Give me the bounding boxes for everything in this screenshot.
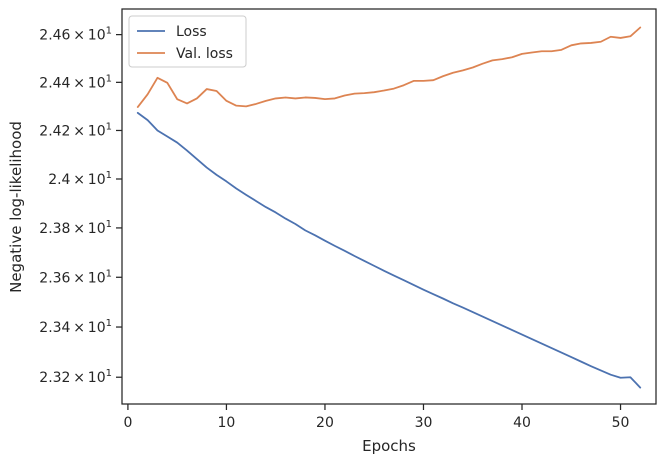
y-axis-label: Negative log-likelihood xyxy=(7,121,25,293)
y-tick-exponent: 1 xyxy=(106,219,112,230)
y-tick-exponent: 1 xyxy=(106,318,112,329)
y-tick-exponent: 1 xyxy=(106,73,112,84)
x-axis-label: Epochs xyxy=(362,437,416,455)
y-tick-label: 2.32 × 101 xyxy=(39,368,112,386)
y-tick-exponent: 1 xyxy=(106,170,112,181)
y-tick-times: × xyxy=(70,270,87,286)
x-tick-label: 0 xyxy=(123,415,132,431)
y-tick-base: 10 xyxy=(88,123,106,139)
legend-label-val-loss: Val. loss xyxy=(176,46,233,62)
y-tick-times: × xyxy=(70,221,87,237)
y-tick-times: × xyxy=(70,123,87,139)
y-tick-label: 2.36 × 101 xyxy=(39,268,112,286)
x-tick-label: 10 xyxy=(218,415,236,431)
x-tick-label: 30 xyxy=(415,415,433,431)
y-tick-exponent: 1 xyxy=(106,121,112,132)
y-tick-exponent: 1 xyxy=(106,26,112,37)
plot-background xyxy=(122,9,656,404)
x-tick-label: 50 xyxy=(612,415,630,431)
series-line-loss xyxy=(136,111,642,389)
legend-label-loss: Loss xyxy=(176,24,207,40)
y-tick-exponent: 1 xyxy=(106,368,112,379)
y-tick-mantissa: 2.46 xyxy=(39,28,70,44)
y-tick-label: 2.44 × 101 xyxy=(39,73,112,91)
y-tick-times: × xyxy=(70,172,87,188)
legend-box xyxy=(128,15,247,68)
y-tick-mantissa: 2.38 xyxy=(39,221,70,237)
x-tick-label: 20 xyxy=(316,415,334,431)
legend: Loss Val. loss xyxy=(128,15,247,68)
y-tick-base: 10 xyxy=(88,172,106,188)
series-layer xyxy=(136,26,642,389)
y-tick-mantissa: 2.4 xyxy=(48,172,70,188)
y-tick-base: 10 xyxy=(88,75,106,91)
y-tick-label: 2.42 × 101 xyxy=(39,121,112,139)
y-tick-base: 10 xyxy=(88,28,106,44)
y-tick-base: 10 xyxy=(88,320,106,336)
y-tick-label: 2.46 × 101 xyxy=(39,26,112,44)
y-tick-exponent: 1 xyxy=(106,268,112,279)
y-tick-times: × xyxy=(70,320,87,336)
y-tick-base: 10 xyxy=(88,221,106,237)
x-axis: 0 10 20 30 40 50 xyxy=(123,404,629,431)
y-tick-mantissa: 2.34 xyxy=(39,320,70,336)
y-tick-times: × xyxy=(70,370,87,386)
x-tick-label: 40 xyxy=(513,415,531,431)
y-tick-times: × xyxy=(70,75,87,91)
y-tick-base: 10 xyxy=(88,370,106,386)
y-tick-label: 2.4 × 101 xyxy=(48,170,112,188)
y-tick-label: 2.38 × 101 xyxy=(39,219,112,237)
series-line-val-loss xyxy=(136,26,642,108)
y-tick-mantissa: 2.42 xyxy=(39,123,70,139)
y-tick-mantissa: 2.32 xyxy=(39,370,70,386)
y-tick-times: × xyxy=(70,28,87,44)
y-tick-mantissa: 2.44 xyxy=(39,75,70,91)
plot-frame xyxy=(121,8,657,405)
y-tick-base: 10 xyxy=(88,270,106,286)
y-tick-label: 2.34 × 101 xyxy=(39,318,112,336)
y-tick-mantissa: 2.36 xyxy=(39,270,70,286)
